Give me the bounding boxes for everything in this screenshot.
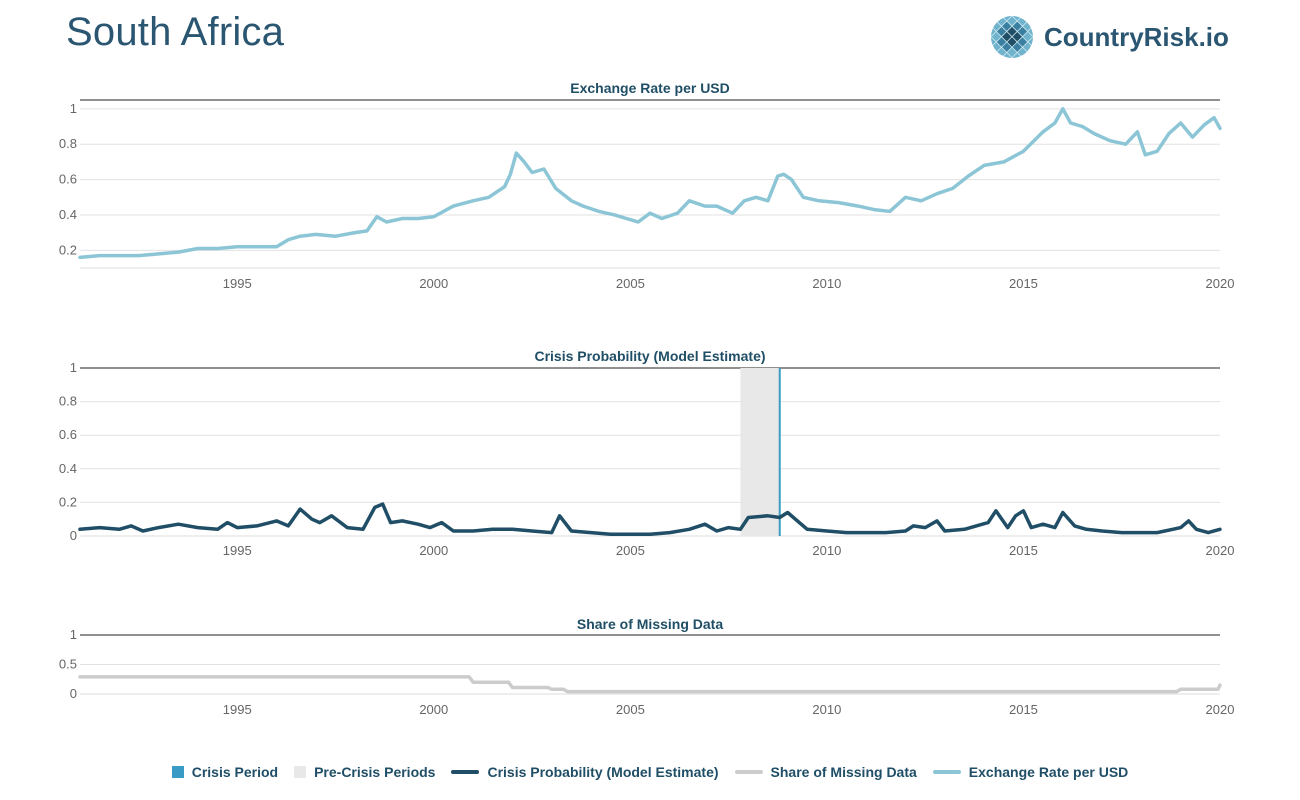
y-tick-label: 0 [70, 686, 77, 701]
x-tick-label: 2005 [616, 276, 645, 291]
y-tick-label: 1 [70, 360, 77, 375]
crisis-prob-line-icon [451, 770, 480, 774]
globe-cell [1007, 37, 1017, 47]
y-tick-label: 0.4 [59, 461, 77, 476]
y-tick-label: 0.8 [59, 136, 77, 151]
x-tick-label: 2015 [1009, 543, 1038, 558]
legend-item[interactable]: Crisis Period [171, 764, 279, 780]
pre-crisis-swatch-icon [294, 766, 307, 778]
chart-title: Exchange Rate per USD [570, 80, 730, 96]
chart-title: Crisis Probability (Model Estimate) [534, 348, 765, 364]
y-tick-label: 0.2 [59, 494, 77, 509]
series-line [78, 107, 1222, 260]
missing-data-line-icon [734, 770, 763, 774]
legend-label: Crisis Period [191, 764, 279, 780]
y-tick-label: 1 [70, 101, 77, 116]
logo-text: CountryRisk.io [1044, 21, 1229, 52]
series-line [78, 675, 1222, 694]
y-tick-label: 1 [70, 627, 77, 642]
legend-label: Crisis Probability (Model Estimate) [487, 764, 719, 780]
x-tick-label: 2010 [812, 702, 841, 717]
x-tick-label: 2005 [616, 702, 645, 717]
x-tick-label: 1995 [223, 543, 252, 558]
globe-cell [1007, 47, 1017, 58]
x-tick-label: 2000 [419, 702, 448, 717]
countryrisk-logo[interactable]: CountryRisk.io [990, 14, 1229, 60]
legend-item[interactable]: Crisis Probability (Model Estimate) [451, 764, 719, 780]
missing-data-panel: Share of Missing Data 0 0.5 1 1995 2000 2005 20… [59, 616, 1235, 717]
legend: Crisis Period Pre-Crisis Periods Crisis Pr… [0, 760, 1300, 784]
x-tick-label: 2020 [1206, 276, 1235, 291]
exchange-rate-panel: Exchange Rate per USD 0.2 0.4 0.6 0.8 1 1995 20… [59, 80, 1235, 291]
y-tick-label: 0.8 [59, 394, 77, 409]
legend-item[interactable]: Share of Missing Data [734, 764, 917, 780]
x-tick-label: 2020 [1206, 543, 1235, 558]
globe-cell [1007, 26, 1017, 37]
page-title: South Africa [66, 10, 285, 54]
x-tick-label: 2020 [1206, 702, 1235, 717]
globe-cell [1007, 16, 1017, 26]
legend-item[interactable]: Exchange Rate per USD [932, 764, 1129, 780]
series-line [78, 502, 1222, 537]
x-tick-label: 1995 [223, 702, 252, 717]
chart-title: Share of Missing Data [577, 616, 723, 632]
legend-item[interactable]: Pre-Crisis Periods [294, 764, 435, 780]
pre-crisis-band [740, 368, 780, 536]
y-tick-label: 0 [70, 528, 77, 543]
x-tick-label: 2005 [616, 543, 645, 558]
exchange-rate-line-icon [932, 770, 961, 774]
x-tick-label: 2010 [812, 276, 841, 291]
y-tick-label: 0.4 [59, 207, 77, 222]
y-tick-label: 0.5 [59, 657, 77, 672]
x-tick-label: 2015 [1009, 276, 1038, 291]
x-tick-label: 2000 [419, 543, 448, 558]
legend-label: Share of Missing Data [770, 764, 917, 780]
legend-label: Exchange Rate per USD [968, 764, 1129, 780]
x-tick-label: 2000 [419, 276, 448, 291]
crisis-period-swatch-icon [171, 766, 184, 778]
y-tick-label: 0.6 [59, 427, 77, 442]
legend-label: Pre-Crisis Periods [314, 764, 436, 780]
crisis-probability-panel: Crisis Probability (Model Estimate) 0 0.2 0… [59, 348, 1235, 558]
x-tick-label: 2015 [1009, 702, 1038, 717]
y-tick-label: 0.6 [59, 172, 77, 187]
globe-grid-icon [991, 16, 1033, 58]
x-tick-label: 1995 [223, 276, 252, 291]
y-tick-label: 0.2 [59, 242, 77, 257]
x-tick-label: 2010 [812, 543, 841, 558]
